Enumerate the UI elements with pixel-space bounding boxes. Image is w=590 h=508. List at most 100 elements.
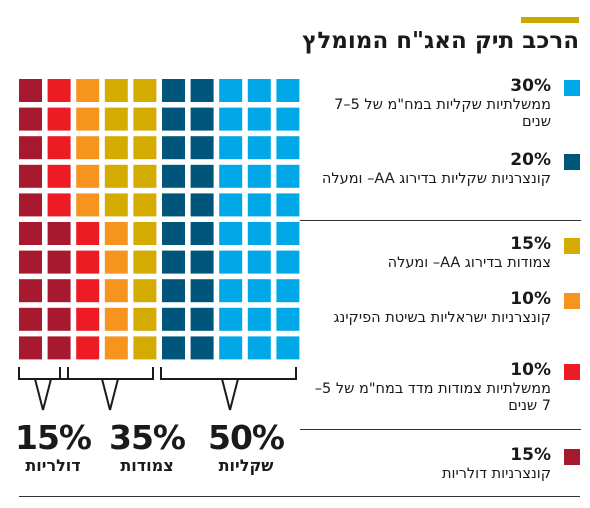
- waffle-cell: [219, 107, 243, 131]
- legend-value: 30%: [510, 76, 551, 96]
- waffle-cell: [104, 250, 128, 274]
- waffle-cell: [104, 336, 128, 360]
- waffle-cell: [133, 193, 157, 217]
- group-label-shekel: שקליות: [218, 456, 274, 475]
- waffle-cell: [162, 250, 185, 274]
- waffle-cell: [190, 107, 214, 131]
- waffle-cell: [276, 279, 300, 303]
- waffle-cell: [162, 222, 185, 245]
- waffle-cell: [162, 107, 185, 131]
- waffle-cell: [104, 193, 128, 217]
- legend-description: צמודות בדירוג AA– ומעלה: [387, 255, 551, 271]
- waffle-cell: [219, 164, 243, 188]
- waffle-cell: [247, 193, 271, 217]
- group-label-dollar: דולריות: [25, 456, 81, 475]
- waffle-cell: [162, 79, 185, 102]
- waffle-cell: [76, 193, 100, 217]
- legend-divider: [300, 220, 581, 221]
- waffle-cell: [162, 136, 185, 160]
- waffle-cell: [19, 79, 42, 102]
- waffle-cell: [104, 79, 128, 102]
- waffle-cell: [190, 336, 214, 360]
- waffle-cell: [162, 193, 185, 217]
- waffle-cell: [276, 336, 300, 360]
- accent-bar: [521, 17, 579, 23]
- legend-swatch: [564, 80, 580, 96]
- waffle-cell: [76, 307, 100, 331]
- waffle-cell: [247, 279, 271, 303]
- waffle-cell: [47, 79, 71, 102]
- legend-swatch: [564, 364, 580, 380]
- group-bracket: [59, 367, 154, 411]
- legend-description: קונצרניות דולריות: [442, 466, 551, 482]
- waffle-cell: [247, 136, 271, 160]
- waffle-cell: [219, 136, 243, 160]
- waffle-cell: [47, 279, 71, 303]
- waffle-cell: [19, 279, 42, 303]
- waffle-cell: [247, 250, 271, 274]
- waffle-cell: [47, 307, 71, 331]
- waffle-cell: [133, 136, 157, 160]
- waffle-cell: [162, 164, 185, 188]
- chart-title: הרכב תיק האג"ח המומלץ: [302, 28, 579, 54]
- waffle-cell: [162, 336, 185, 360]
- waffle-cell: [104, 279, 128, 303]
- waffle-cell: [247, 79, 271, 102]
- group-value-dollar: 15%: [15, 418, 92, 457]
- waffle-cell: [76, 336, 100, 360]
- waffle-cell: [47, 164, 71, 188]
- waffle-cell: [47, 193, 71, 217]
- waffle-cell: [162, 307, 185, 331]
- waffle-cell: [47, 250, 71, 274]
- waffle-cell: [190, 307, 214, 331]
- waffle-cell: [19, 307, 42, 331]
- waffle-cell: [247, 222, 271, 245]
- legend-divider: [300, 429, 581, 430]
- waffle-cell: [19, 250, 42, 274]
- waffle-cell: [219, 193, 243, 217]
- waffle-cell: [76, 250, 100, 274]
- waffle-cell: [190, 193, 214, 217]
- waffle-cell: [47, 336, 71, 360]
- waffle-cell: [219, 222, 243, 245]
- legend-description: קונצרניות שקליות בדירוג AA– ומעלה: [321, 171, 551, 187]
- waffle-cell: [219, 336, 243, 360]
- bottom-rule: [19, 496, 580, 497]
- waffle-cell: [19, 107, 42, 131]
- group-value-linked: 35%: [109, 418, 186, 457]
- legend-value: 15%: [510, 445, 551, 465]
- waffle-cell: [47, 136, 71, 160]
- waffle-cell: [76, 136, 100, 160]
- waffle-cell: [76, 164, 100, 188]
- waffle-cell: [19, 336, 42, 360]
- waffle-cell: [162, 279, 185, 303]
- legend-swatch: [564, 154, 580, 170]
- waffle-cell: [133, 307, 157, 331]
- group-bracket: [160, 367, 297, 411]
- waffle-cell: [47, 107, 71, 131]
- waffle-cell: [19, 136, 42, 160]
- waffle-cell: [276, 250, 300, 274]
- group-label-linked: צמודות: [120, 456, 174, 475]
- waffle-cell: [190, 79, 214, 102]
- waffle-cell: [276, 222, 300, 245]
- legend-description: ממשלתיות שקליות במח"מ של 5–7 שנים: [334, 97, 551, 130]
- legend-description: ממשלתיות צמודות מדד במח"מ של 5–7 שנים: [314, 381, 551, 414]
- legend-value: 15%: [510, 234, 551, 254]
- waffle-cell: [219, 279, 243, 303]
- waffle-cell: [247, 107, 271, 131]
- waffle-cell: [133, 250, 157, 274]
- waffle-cell: [104, 107, 128, 131]
- waffle-cell: [190, 136, 214, 160]
- waffle-cell: [276, 193, 300, 217]
- waffle-cell: [190, 250, 214, 274]
- waffle-cell: [247, 164, 271, 188]
- waffle-cell: [190, 279, 214, 303]
- waffle-cell: [276, 107, 300, 131]
- waffle-cell: [276, 164, 300, 188]
- legend-swatch: [564, 238, 580, 254]
- waffle-cell: [133, 222, 157, 245]
- waffle-cell: [219, 307, 243, 331]
- waffle-cell: [276, 79, 300, 102]
